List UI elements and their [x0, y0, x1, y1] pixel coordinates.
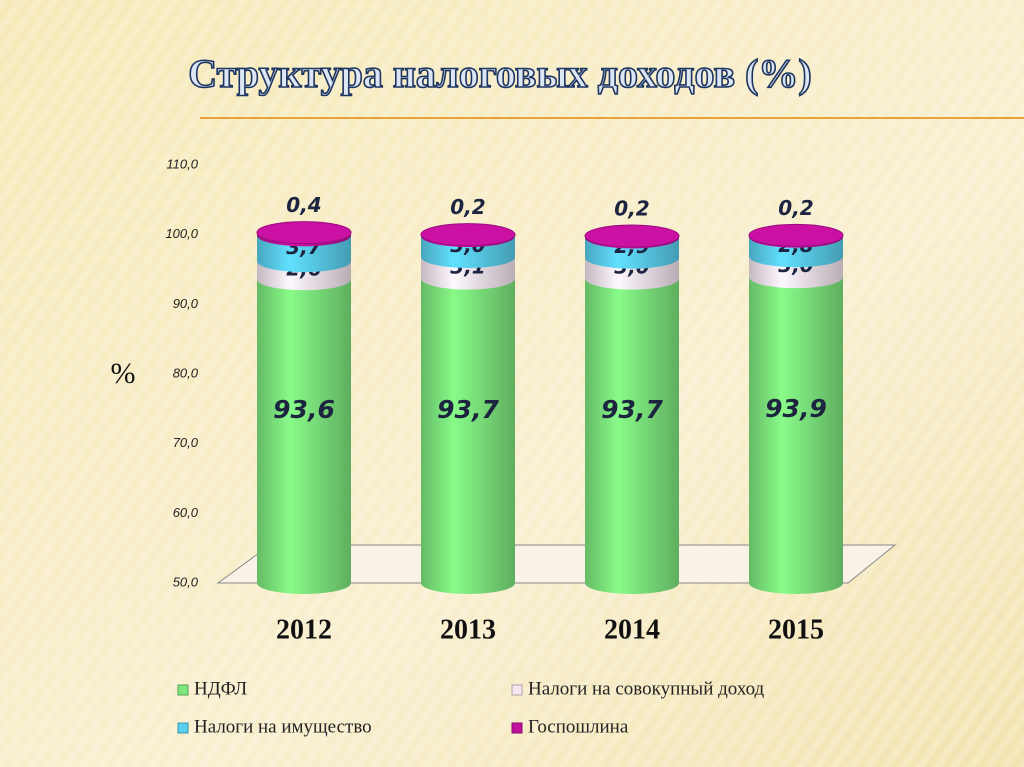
data-label: 0,4: [286, 193, 321, 217]
y-tick-label: 80,0: [173, 365, 199, 380]
y-tick-label: 90,0: [173, 296, 199, 311]
y-tick-label: 110,0: [166, 156, 198, 171]
data-label: 0,2: [614, 197, 649, 221]
bar-segment: [421, 278, 515, 583]
data-label: 93,6: [273, 395, 335, 424]
bar-top: [256, 221, 352, 245]
legend-swatch: [511, 722, 523, 734]
data-label: 0,2: [778, 196, 813, 220]
data-label: 93,7: [601, 395, 663, 424]
data-label: 93,7: [437, 395, 499, 424]
legend-label: НДФЛ: [194, 678, 247, 699]
x-tick-label: 2012: [276, 614, 332, 645]
bar-top: [584, 224, 680, 248]
y-tick-label: 60,0: [173, 505, 199, 520]
x-tick-label: 2015: [768, 614, 824, 645]
legend-label: Госпошлина: [528, 716, 629, 737]
x-tick-label: 2014: [604, 614, 660, 645]
bar-segment: [585, 278, 679, 583]
legend-swatch: [177, 684, 189, 696]
legend-label: Налоги на имущество: [194, 716, 372, 737]
legend-swatch: [511, 684, 523, 696]
data-label: 0,2: [450, 195, 485, 219]
bar-top: [420, 223, 516, 247]
chart-title: Структура налоговых доходов (%): [188, 51, 812, 96]
data-label: 93,9: [765, 394, 827, 423]
y-tick-label: 100,0: [165, 226, 198, 241]
legend-label: Налоги на совокупный доход: [528, 678, 765, 699]
y-axis-label: %: [111, 357, 136, 390]
x-tick-label: 2013: [440, 614, 496, 645]
bar-segment: [749, 277, 843, 583]
bar-segment: [257, 279, 351, 583]
y-tick-label: 50,0: [173, 574, 199, 589]
bar-top: [748, 223, 844, 247]
y-tick-label: 70,0: [173, 435, 199, 450]
legend-swatch: [177, 722, 189, 734]
